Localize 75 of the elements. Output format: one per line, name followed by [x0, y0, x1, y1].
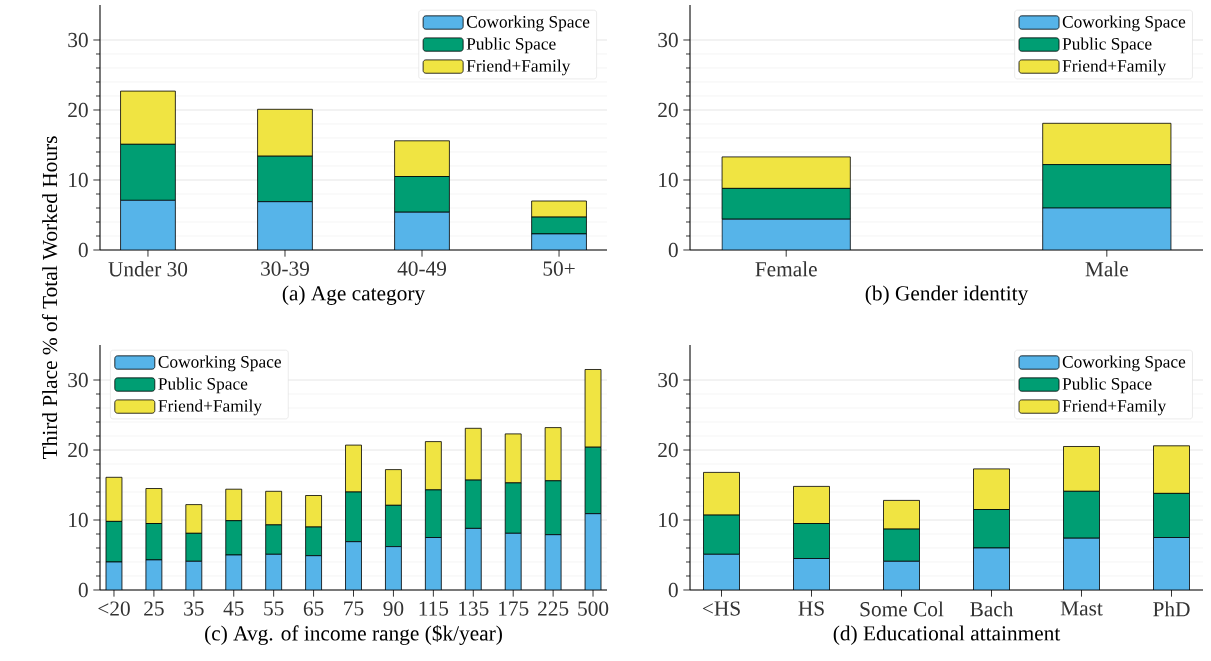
- x-tick-label: 35: [184, 601, 204, 616]
- x-tick-label: Male: [1085, 261, 1128, 277]
- y-tick-label: 30: [68, 372, 88, 388]
- x-tick-label: 50+: [543, 261, 575, 276]
- legend-label: Coworking Space: [1062, 15, 1186, 32]
- legend-label: Friend+Family: [466, 59, 571, 76]
- y-axis-title: Third Place % of Total Worked Hours: [41, 136, 58, 460]
- x-tick-label: 135: [459, 601, 489, 616]
- x-tick-label: Some Col: [860, 601, 944, 617]
- y-tick-label: 20: [658, 102, 678, 118]
- legend-label: Coworking Space: [158, 355, 281, 372]
- legend-label: Friend+Family: [1062, 59, 1167, 76]
- bar: [257, 201, 313, 250]
- x-tick-label: 75: [344, 601, 364, 616]
- x-tick-label: 25: [144, 601, 164, 616]
- bar: [425, 537, 442, 590]
- legend-label: Friend+Family: [158, 399, 262, 416]
- bar: [973, 548, 1010, 590]
- legend-label: Public Space: [158, 377, 248, 394]
- bar: [703, 554, 740, 590]
- bar: [385, 546, 402, 590]
- bar: [394, 212, 450, 250]
- y-tick-label: 30: [658, 372, 678, 388]
- x-tick-label: 500: [578, 601, 609, 616]
- x-tick-label: 40-49: [397, 261, 447, 276]
- legend-label: Public Space: [1062, 377, 1152, 394]
- bar: [465, 528, 482, 590]
- x-tick-label: 30-39: [261, 261, 309, 276]
- x-axis-title: (c) Avg. of income range ($k/year): [205, 624, 502, 645]
- y-tick-label: 20: [68, 102, 88, 118]
- legend-label: Public Space: [1062, 37, 1152, 54]
- x-tick-label: 115: [419, 601, 449, 616]
- x-axis-title: (b) Gender identity: [865, 285, 1029, 305]
- y-tick-label: 0: [668, 242, 678, 258]
- y-tick-label: 0: [78, 582, 88, 598]
- x-tick-label: 175: [499, 601, 529, 616]
- x-axis-title: (d) Educational attainment: [833, 625, 1061, 645]
- x-axis-title: (a) Age category: [282, 285, 426, 305]
- x-tick-label: HS: [798, 601, 824, 616]
- x-tick-label: Mast: [1060, 601, 1103, 616]
- bar: [120, 200, 176, 250]
- x-tick-label: <20: [98, 601, 130, 616]
- bar: [793, 558, 830, 590]
- bar: [305, 555, 322, 590]
- bar: [722, 219, 851, 250]
- bar: [1042, 207, 1172, 250]
- x-tick-label: 45: [223, 601, 244, 616]
- x-tick-label: 225: [538, 601, 569, 616]
- x-tick-label: Under 30: [108, 261, 188, 277]
- x-tick-label: Bach: [970, 601, 1014, 617]
- bar: [1063, 538, 1100, 590]
- x-tick-label: Female: [755, 261, 817, 277]
- x-tick-label: 55: [264, 601, 284, 616]
- legend-label: Coworking Space: [466, 15, 590, 32]
- y-tick-label: 0: [668, 582, 678, 598]
- y-tick-label: 0: [78, 242, 88, 258]
- y-tick-label: 20: [68, 442, 88, 458]
- bar: [1153, 537, 1190, 590]
- y-tick-label: 10: [659, 172, 678, 188]
- y-tick-label: 30: [658, 32, 678, 48]
- y-tick-label: 10: [69, 512, 88, 528]
- x-tick-label: PhD: [1153, 601, 1190, 617]
- legend-label: Coworking Space: [1062, 355, 1186, 372]
- legend-label: Friend+Family: [1062, 399, 1167, 416]
- y-tick-label: 10: [659, 512, 678, 528]
- y-tick-label: 20: [658, 442, 678, 458]
- bar: [345, 541, 362, 590]
- y-tick-label: 30: [68, 32, 88, 48]
- x-tick-label: 90: [383, 601, 404, 616]
- x-tick-label: 65: [303, 601, 324, 616]
- x-tick-label: <HS: [702, 601, 740, 616]
- bar: [883, 561, 920, 590]
- bar: [505, 533, 522, 590]
- legend-label: Public Space: [466, 37, 556, 54]
- y-tick-label: 10: [69, 172, 88, 188]
